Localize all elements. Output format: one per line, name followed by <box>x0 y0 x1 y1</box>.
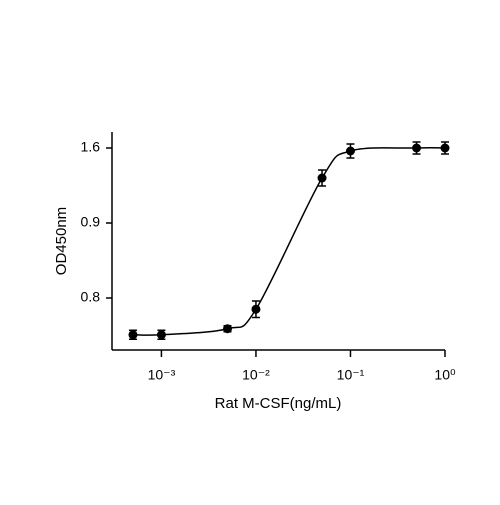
y-axis-label: OD450nm <box>53 207 70 275</box>
x-tick-label: 10⁻³ <box>148 367 176 383</box>
x-tick-label: 10⁻² <box>242 367 270 383</box>
y-tick-label: 0.9 <box>81 214 101 230</box>
data-point <box>156 330 166 340</box>
data-point <box>317 173 327 183</box>
y-tick-label: 0.8 <box>81 289 101 305</box>
data-point <box>251 304 261 314</box>
data-point <box>345 146 355 156</box>
data-point <box>128 330 138 340</box>
x-tick-label: 10⁻¹ <box>337 367 365 383</box>
fit-curve <box>132 147 446 336</box>
x-tick-label: 10⁰ <box>434 367 456 383</box>
y-tick-label: 1.6 <box>81 139 101 155</box>
data-point <box>440 143 450 153</box>
data-point <box>412 143 422 153</box>
x-axis-label: Rat M-CSF(ng/mL) <box>215 395 342 412</box>
data-point <box>222 324 232 334</box>
